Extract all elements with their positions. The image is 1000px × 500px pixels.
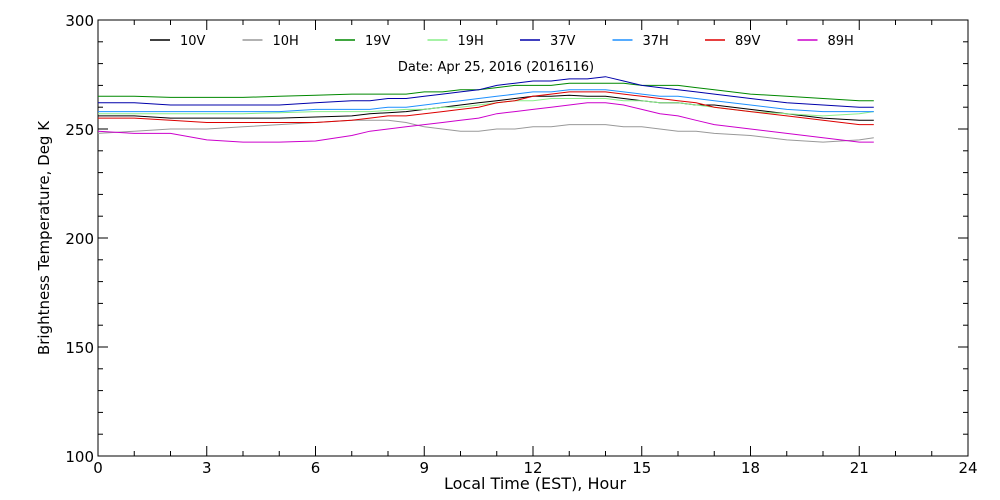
x-tick-label: 15 <box>632 459 651 477</box>
legend-label-10v: 10V <box>180 34 206 49</box>
series-line-19h <box>98 98 874 117</box>
x-tick-label: 18 <box>741 459 760 477</box>
series-line-37v <box>98 76 874 108</box>
chart-title: Date: Apr 25, 2016 (2016116) <box>398 60 594 75</box>
series-line-89h <box>97 102 874 143</box>
series-line-10v <box>98 94 874 121</box>
legend-label-37v: 37V <box>550 34 576 49</box>
x-axis-label: Local Time (EST), Hour <box>444 474 626 493</box>
axis-ticks: 0 3 6 9 12 15 18 21 24 100 150 200 250 300 <box>65 12 977 477</box>
x-tick-label: 21 <box>850 459 869 477</box>
y-axis-label: Brightness Temperature, Deg K <box>35 120 53 355</box>
series-line-19v <box>98 82 874 102</box>
y-tick-label: 250 <box>65 121 94 139</box>
legend-label-89v: 89V <box>735 34 761 49</box>
y-tick-label: 300 <box>65 12 94 30</box>
x-tick-label: 9 <box>419 459 429 477</box>
series-lines <box>97 76 874 143</box>
series-line-89v <box>98 91 874 126</box>
legend-label-89h: 89H <box>828 34 854 49</box>
x-tick-label: 0 <box>93 459 103 477</box>
legend-label-10h: 10H <box>273 34 299 49</box>
legend: 10V 10H 19V 19H 37V 37H 89V 89H <box>150 34 854 49</box>
x-tick-label: 3 <box>202 459 212 477</box>
series-line-37h <box>98 89 874 113</box>
y-tick-label: 200 <box>65 230 94 248</box>
y-tick-label: 150 <box>65 339 94 357</box>
series-line-10h <box>97 119 874 143</box>
x-tick-label: 24 <box>958 459 977 477</box>
legend-label-37h: 37H <box>643 34 669 49</box>
legend-label-19h: 19H <box>458 34 484 49</box>
x-tick-label: 12 <box>523 459 542 477</box>
y-tick-label: 100 <box>65 448 94 466</box>
x-tick-label: 6 <box>311 459 321 477</box>
legend-label-19v: 19V <box>365 34 391 49</box>
